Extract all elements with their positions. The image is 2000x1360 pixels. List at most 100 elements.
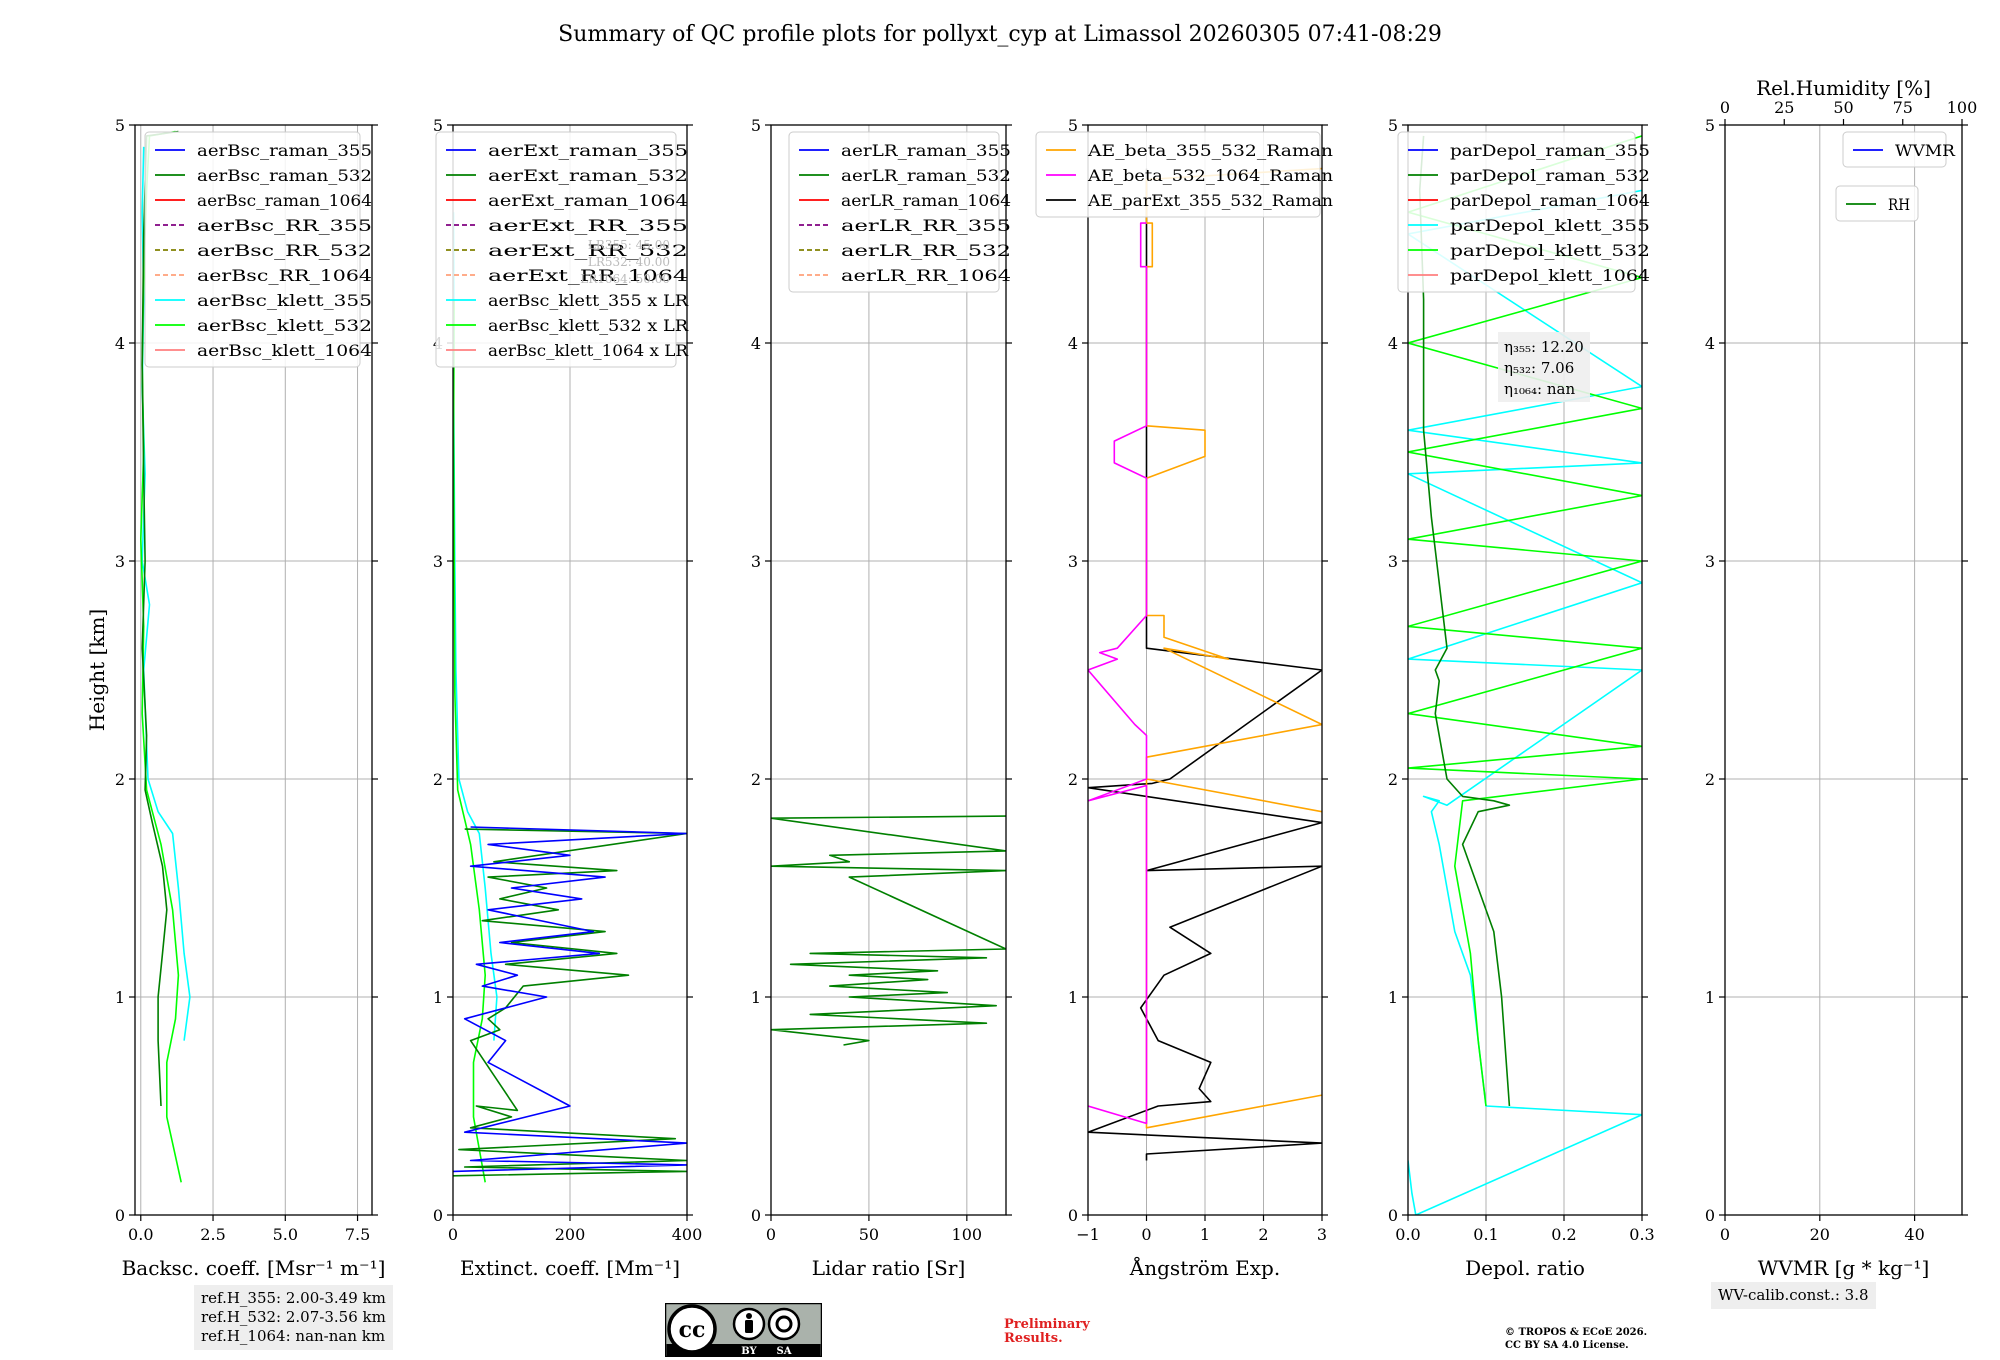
x-tick-label: 20	[1810, 1225, 1830, 1244]
top-x-tick-label: 0	[1720, 98, 1730, 117]
series-line-AE_beta_532_1064_Raman	[1088, 222, 1148, 1125]
legend-entry-label: aerLR_RR_355	[841, 216, 1011, 235]
series-line-aerLR_raman_532	[771, 815, 1006, 1046]
wv-calibration-box: WV-calib.const.: 3.8	[1711, 1282, 1876, 1309]
ref-h-355: ref.H_355: 2.00-3.49 km	[201, 1289, 386, 1307]
top-x-tick-label: 50	[1833, 98, 1853, 117]
y-tick-label: 3	[1705, 552, 1715, 571]
axes-frame	[770, 124, 1007, 1216]
y-tick-label: 2	[1068, 770, 1078, 789]
wv-calib-const: WV-calib.const.: 3.8	[1718, 1286, 1869, 1304]
x-tick-label: 7.5	[345, 1225, 370, 1244]
legend-entry-label: WVMR	[1895, 141, 1956, 160]
series-line-AE_parExt_355_532_Raman	[1088, 168, 1322, 1161]
legend-entry-label: RH	[1888, 195, 1910, 214]
legend: parDepol_raman_355 parDepol_raman_532 parD…	[1397, 131, 1650, 293]
legend-entry-label: parDepol_raman_355	[1450, 141, 1650, 160]
x-tick-label: 0.2	[1551, 1225, 1576, 1244]
legend-entry-label: aerBsc_klett_355 x LR	[488, 291, 689, 310]
panel-wv: 0 20 40 0 1 2 3 4 5 WVMR [g * kg⁻¹] 0 25 50 75 100 Rel.…	[1705, 76, 1977, 1280]
legend-entry-label: aerBsc_klett_355	[197, 291, 372, 310]
legend-entry-label: aerExt_raman_532	[488, 166, 688, 185]
preliminary-line-1: Preliminary	[1004, 1317, 1090, 1332]
legend-entry-label: aerLR_raman_532	[841, 166, 1011, 185]
legend-entry-label: aerExt_raman_355	[488, 141, 688, 160]
legend-entry-label: aerBsc_klett_1064	[197, 341, 372, 360]
y-tick-label: 1	[433, 988, 443, 1007]
legend-entry-label: aerBsc_RR_355	[197, 216, 372, 235]
cc-by-sa-badge: cc BY SA	[665, 1303, 822, 1357]
figure-title: Summary of QC profile plots for pollyxt_…	[558, 22, 1442, 47]
cc-icon	[667, 1304, 717, 1354]
x-tick-label: 0	[766, 1225, 776, 1244]
x-tick-label: 5.0	[273, 1225, 298, 1244]
y-tick-label: 5	[1068, 116, 1078, 135]
panel-ext: 0200400012345Extinct. coeff. [Mm⁻¹]aerEx…	[433, 116, 702, 1280]
y-tick-label: 0	[1068, 1206, 1078, 1225]
x-tick-label: 0.1	[1473, 1225, 1498, 1244]
copyright-note: © TROPOS & ECoE 2026. CC BY SA 4.0 Licen…	[1505, 1326, 1647, 1352]
y-tick-label: 1	[1388, 988, 1398, 1007]
ref-h-532: ref.H_532: 2.07-3.56 km	[201, 1308, 386, 1326]
lidar-ratio-annotation: LR355: 45.00	[588, 238, 670, 252]
x-tick-label: 100	[952, 1225, 983, 1244]
top-x-axis-label: Rel.Humidity [%]	[1756, 76, 1931, 100]
series-group	[771, 815, 1006, 1046]
x-axis-label: WVMR [g * kg⁻¹]	[1758, 1256, 1930, 1280]
legend-entry-label: aerExt_RR_355	[488, 216, 688, 235]
x-tick-label: 3	[1317, 1225, 1327, 1244]
x-tick-label: 0.0	[128, 1225, 153, 1244]
legend: aerLR_raman_355 aerLR_raman_532 aerLR_rama…	[788, 131, 1011, 293]
y-tick-label: 1	[751, 988, 761, 1007]
legend-entry-label: AE_beta_355_532_Raman	[1087, 141, 1333, 160]
series-group	[1408, 135, 1642, 1215]
legend-entry-label: aerLR_raman_355	[841, 141, 1011, 160]
panel-bsc: 0.0 2.5 5.0 7.5 0 1 2 3 4 5 Backsc. coeff. [Msr⁻¹ …	[85, 116, 385, 1280]
y-tick-label: 4	[1068, 334, 1078, 353]
y-tick-label: 0	[433, 1206, 443, 1225]
y-tick-label: 0	[1705, 1206, 1715, 1225]
y-tick-label: 3	[1388, 552, 1398, 571]
top-x-tick-label: 25	[1774, 98, 1794, 117]
y-tick-label: 4	[751, 334, 761, 353]
legend-entry-label: aerExt_RR_532	[488, 241, 688, 260]
y-tick-label: 1	[1705, 988, 1715, 1007]
x-tick-label: 40	[1904, 1225, 1924, 1244]
legend-entry-label: aerBsc_raman_532	[197, 166, 372, 185]
x-tick-label: 0	[1141, 1225, 1151, 1244]
x-tick-label: 0.0	[1395, 1225, 1420, 1244]
lidar-ratio-annotation: LR1064: 50.00	[580, 272, 670, 286]
x-tick-label: 2	[1258, 1225, 1268, 1244]
preliminary-line-2: Results.	[1004, 1331, 1063, 1346]
y-tick-label: 2	[1705, 770, 1715, 789]
legend-box	[1835, 185, 1919, 222]
eta-value: η₅₃₂: 7.06	[1504, 359, 1574, 377]
legend-entry-label: aerBsc_RR_532	[197, 241, 372, 260]
legend-box	[144, 131, 361, 368]
preliminary-results-note: Preliminary Results.	[1004, 1318, 1090, 1346]
legend: aerBsc_raman_355 aerBsc_raman_532 aerBsc_r…	[144, 131, 372, 368]
legend-entry-label: aerBsc_klett_532 x LR	[488, 316, 689, 335]
bsc-reference-height-box: ref.H_355: 2.00-3.49 km ref.H_532: 2.07-…	[194, 1285, 393, 1350]
y-tick-label: 2	[751, 770, 761, 789]
x-tick-label: 1	[1200, 1225, 1210, 1244]
legend-entry-label: parDepol_raman_1064	[1450, 191, 1650, 210]
x-axis-label: Lidar ratio [Sr]	[812, 1256, 966, 1280]
legend-box	[1035, 131, 1321, 218]
legend-entry-label: parDepol_klett_355	[1450, 216, 1650, 235]
legend-rh: RH	[1835, 185, 1919, 222]
cc-sa-label: SA	[777, 1346, 792, 1357]
y-tick-label: 4	[1705, 334, 1715, 353]
x-tick-label: 50	[859, 1225, 879, 1244]
cc-by-label: BY	[741, 1346, 757, 1357]
legend-box	[435, 131, 677, 368]
y-tick-label: 1	[115, 988, 125, 1007]
panel-lr: 0 50 100 0 1 2 3 4 5 Lidar ratio [Sr] aerLR_raman_…	[751, 116, 1012, 1280]
legend-entry-label: aerLR_raman_1064	[841, 191, 1011, 210]
legend-entry-label: aerBsc_raman_355	[197, 141, 372, 160]
y-tick-label: 2	[433, 770, 443, 789]
legend-entry-label: aerBsc_RR_1064	[197, 266, 372, 285]
series-line-AE_beta_355_532_Raman	[1145, 167, 1322, 1129]
x-tick-label: 0	[448, 1225, 458, 1244]
y-tick-label: 5	[1705, 116, 1715, 135]
